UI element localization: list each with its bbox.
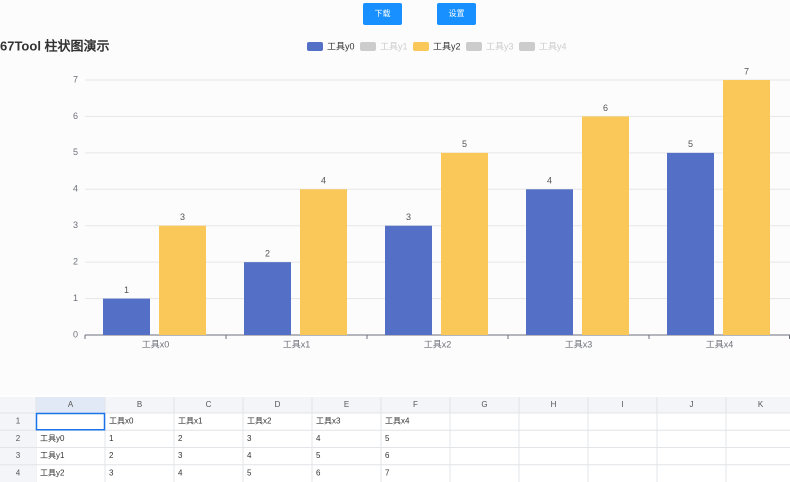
cell[interactable]: 2 — [109, 451, 114, 460]
x-tick-label: 工具x3 — [565, 339, 593, 349]
bar — [159, 225, 206, 335]
data-label: 4 — [321, 176, 326, 186]
cell[interactable]: 5 — [247, 468, 252, 477]
y-tick-label: 1 — [73, 293, 78, 303]
bar — [526, 189, 573, 335]
column-header[interactable]: A — [68, 400, 74, 409]
legend-swatch[interactable] — [466, 42, 482, 51]
cell[interactable]: 工具x3 — [316, 417, 341, 426]
data-label: 5 — [462, 139, 467, 149]
selected-cell — [35, 412, 106, 431]
cell[interactable]: 6 — [385, 451, 390, 460]
cell[interactable]: 工具x2 — [247, 417, 272, 426]
bar — [103, 298, 150, 335]
button[interactable] — [437, 3, 476, 25]
button-label[interactable]: 设置 — [449, 8, 465, 18]
bar — [300, 189, 347, 335]
row-number[interactable]: 3 — [16, 451, 21, 460]
column-header[interactable]: D — [275, 400, 281, 409]
bar — [441, 152, 488, 335]
cell[interactable]: 4 — [316, 434, 321, 443]
cell[interactable]: 5 — [316, 451, 321, 460]
y-tick-label: 2 — [73, 257, 78, 267]
column-header[interactable]: J — [690, 400, 694, 409]
y-tick-label: 0 — [73, 329, 78, 339]
cell[interactable]: 工具y1 — [40, 451, 65, 460]
cell[interactable]: 工具y2 — [40, 468, 65, 477]
button-label[interactable]: 下载 — [375, 8, 391, 18]
legend-label[interactable]: 工具y4 — [539, 41, 567, 51]
column-header[interactable]: H — [551, 400, 557, 409]
button[interactable] — [363, 3, 402, 25]
column-header[interactable]: C — [206, 400, 212, 409]
data-label: 1 — [124, 285, 129, 295]
data-label: 7 — [744, 66, 749, 76]
column-header[interactable]: B — [137, 400, 142, 409]
legend-swatch[interactable] — [413, 42, 429, 51]
legend-swatch[interactable] — [307, 42, 323, 51]
y-tick-label: 5 — [73, 147, 78, 157]
cell[interactable]: 4 — [247, 451, 252, 460]
y-tick-label: 3 — [73, 220, 78, 230]
data-label: 3 — [406, 212, 411, 222]
chart-title: 67Tool 柱状图演示 — [0, 38, 110, 53]
bar — [385, 225, 432, 335]
cell[interactable]: 4 — [178, 468, 183, 477]
legend-label[interactable]: 工具y0 — [327, 41, 355, 51]
cell[interactable]: 工具x0 — [109, 417, 134, 426]
x-tick-label: 工具x4 — [706, 339, 734, 349]
cell[interactable]: 1 — [109, 434, 114, 443]
cell[interactable]: 6 — [316, 468, 321, 477]
column-header[interactable]: F — [413, 400, 418, 409]
legend-swatch[interactable] — [360, 42, 376, 51]
column-header[interactable]: G — [481, 400, 487, 409]
cell[interactable]: 工具x1 — [178, 417, 203, 426]
cell[interactable]: 3 — [247, 434, 252, 443]
x-tick-label: 工具x2 — [424, 339, 452, 349]
bar — [244, 262, 291, 335]
sheet-header-selected — [36, 397, 105, 413]
cell[interactable]: 2 — [178, 434, 183, 443]
bar — [582, 116, 629, 335]
y-tick-label: 4 — [73, 184, 78, 194]
y-tick-label: 6 — [73, 111, 78, 121]
cell[interactable]: 工具y0 — [40, 434, 65, 443]
cell[interactable]: 3 — [178, 451, 183, 460]
legend-label[interactable]: 工具y3 — [486, 41, 514, 51]
bar — [723, 80, 770, 335]
y-tick-label: 7 — [73, 74, 78, 84]
data-label: 5 — [688, 139, 693, 149]
x-tick-label: 工具x1 — [283, 339, 311, 349]
data-label: 2 — [265, 249, 270, 259]
x-tick-label: 工具x0 — [142, 339, 170, 349]
cell[interactable]: 7 — [385, 468, 390, 477]
column-header[interactable]: K — [758, 400, 764, 409]
column-header[interactable]: E — [344, 400, 349, 409]
sheet-header-bg — [0, 397, 790, 413]
data-label: 6 — [603, 103, 608, 113]
column-header[interactable]: I — [621, 400, 623, 409]
cell[interactable]: 工具x4 — [385, 417, 410, 426]
row-number[interactable]: 4 — [16, 468, 21, 477]
bar — [667, 152, 714, 335]
legend-label[interactable]: 工具y1 — [380, 41, 408, 51]
legend-label[interactable]: 工具y2 — [433, 41, 461, 51]
cell[interactable]: 3 — [109, 468, 114, 477]
row-number[interactable]: 2 — [16, 434, 21, 443]
data-label: 4 — [547, 176, 552, 186]
row-number[interactable]: 1 — [16, 417, 21, 426]
data-label: 3 — [180, 212, 185, 222]
cell[interactable]: 5 — [385, 434, 390, 443]
legend-swatch[interactable] — [519, 42, 535, 51]
